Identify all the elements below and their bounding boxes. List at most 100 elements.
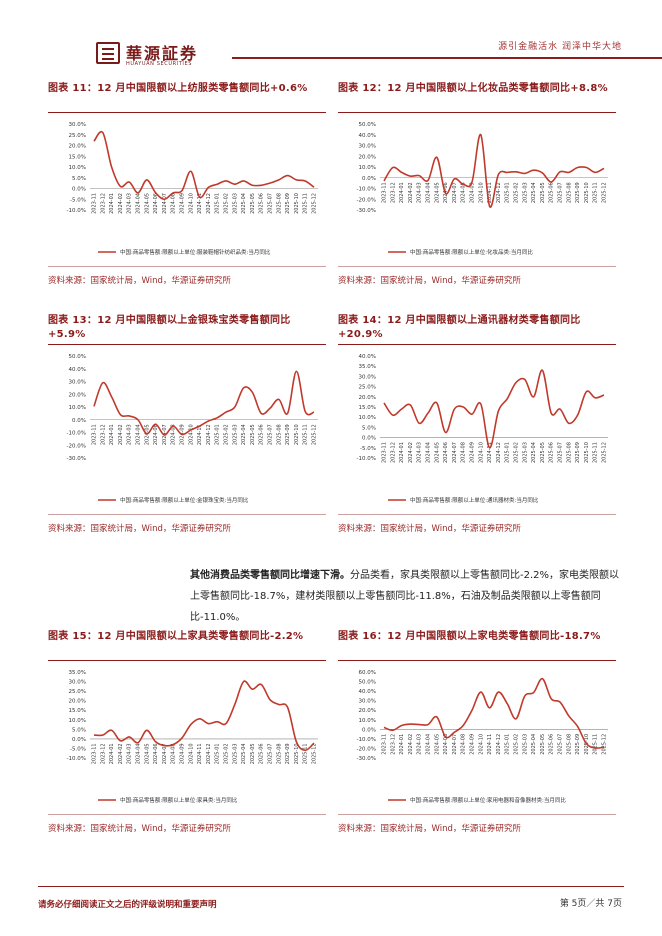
- x-tick-label: 2025-11: [303, 424, 309, 445]
- x-tick-label: 2024-07: [162, 743, 168, 764]
- x-tick-label: 2025-08: [566, 734, 572, 755]
- x-tick-label: 2024-04: [136, 743, 142, 764]
- x-tick-label: 2024-08: [461, 182, 467, 203]
- x-tick-label: 2023-11: [382, 182, 388, 203]
- x-tick-label: 2024-05: [434, 182, 440, 203]
- x-tick-label: 2024-08: [461, 442, 467, 463]
- x-tick-label: 2024-06: [443, 442, 449, 463]
- x-tick-label: 2024-07: [452, 442, 458, 463]
- figure-panel-14: 图表 14：12 月中国限额以上通讯器材类零售额同比+20.9% 资料来源：国家统…: [338, 314, 616, 536]
- title-rule: [338, 112, 616, 113]
- figure-title: 图表 16：12 月中国限额以上家电类零售额同比-18.7%: [338, 631, 601, 642]
- logo-mark-icon: [96, 42, 120, 64]
- page-number: 第 5页／共 7页: [559, 899, 622, 909]
- x-tick-label: 2024-12: [496, 734, 502, 755]
- y-tick-label: 15.0%: [69, 708, 86, 714]
- x-tick-label: 2024-11: [487, 734, 493, 755]
- y-tick-label: 20.0%: [359, 708, 376, 714]
- x-tick-label: 2024-11: [197, 424, 203, 445]
- x-tick-label: 2025-04: [531, 442, 537, 463]
- y-tick-label: -10.0%: [67, 431, 86, 437]
- y-tick-label: 50.0%: [359, 680, 376, 686]
- x-tick-label: 2025-04: [241, 424, 247, 445]
- x-tick-label: 2025-12: [602, 442, 608, 463]
- x-tick-label: 2025-12: [602, 182, 608, 203]
- y-tick-label: -10.0%: [67, 208, 86, 214]
- y-tick-label: 10.0%: [69, 165, 86, 171]
- footer-divider: [38, 886, 624, 887]
- header-slogan: 源引金融活水 润泽中华大地: [498, 42, 622, 52]
- x-tick-label: 2024-02: [118, 424, 124, 445]
- x-tick-label: 2024-03: [127, 743, 133, 764]
- y-tick-label: 20.0%: [69, 699, 86, 705]
- logo-text: 華源証券: [126, 44, 199, 63]
- figure-title: 图表 13：12 月中国限额以上金银珠宝类零售额同比+5.9%: [48, 315, 291, 340]
- figure-panel-15: 图表 15：12 月中国限额以上家具类零售额同比-2.2% 资料来源：国家统计局，…: [48, 630, 326, 836]
- x-tick-label: 2025-09: [285, 743, 291, 764]
- x-tick-label: 2023-12: [100, 424, 106, 445]
- x-tick-label: 2025-06: [259, 424, 265, 445]
- x-tick-label: 2024-10: [188, 193, 194, 214]
- x-tick-label: 2023-11: [382, 734, 388, 755]
- source-rule: [48, 514, 326, 515]
- body-paragraph: 其他消费品类零售额同比增速下滑。分品类看，家具类限额以上零售额同比-2.2%，家…: [190, 565, 622, 628]
- x-tick-label: 2023-12: [390, 182, 396, 203]
- x-tick-label: 2025-01: [505, 734, 511, 755]
- x-tick-label: 2025-07: [558, 182, 564, 203]
- x-tick-label: 2025-05: [540, 442, 546, 463]
- x-tick-label: 2025-06: [549, 182, 555, 203]
- figure-title: 图表 12：12 月中国限额以上化妆品类零售额同比+8.8%: [338, 83, 608, 94]
- x-tick-label: 2024-12: [206, 743, 212, 764]
- x-tick-label: 2025-09: [575, 734, 581, 755]
- x-tick-label: 2024-05: [144, 424, 150, 445]
- figure-source: 资料来源：国家统计局，Wind，华源证券研究所: [48, 824, 231, 834]
- y-tick-label: 5.0%: [72, 176, 86, 182]
- line-chart: 50.0% 40.0% 30.0% 20.0% 10.0% 0.0% -10.0% -20.0…: [357, 122, 608, 256]
- figure-title: 图表 15：12 月中国限额以上家具类零售额同比-2.2%: [48, 631, 304, 642]
- x-tick-label: 2025-09: [285, 193, 291, 214]
- x-tick-label: 2025-10: [294, 743, 300, 764]
- legend-label: 中国:商品零售额:限额以上单位:金银珠宝类:当月同比: [120, 496, 249, 504]
- x-tick-label: 2023-11: [92, 743, 98, 764]
- x-tick-label: 2025-02: [224, 193, 230, 214]
- y-tick-label: 20.0%: [69, 392, 86, 398]
- x-tick-label: 2024-10: [188, 743, 194, 764]
- x-tick-label: 2024-07: [452, 182, 458, 203]
- x-tick-label: 2023-11: [92, 424, 98, 445]
- x-tick-label: 2025-02: [514, 734, 520, 755]
- x-tick-label: 2025-05: [540, 182, 546, 203]
- x-tick-label: 2024-02: [118, 743, 124, 764]
- y-tick-label: 40.0%: [359, 689, 376, 695]
- x-tick-label: 2024-04: [426, 442, 432, 463]
- logo-subtext: HUAYUAN SECURITIES: [126, 61, 193, 67]
- x-tick-label: 2024-12: [206, 424, 212, 445]
- x-tick-label: 2024-04: [136, 193, 142, 214]
- y-tick-label: 15.0%: [69, 154, 86, 160]
- x-tick-label: 2025-01: [215, 424, 221, 445]
- x-tick-label: 2025-09: [285, 424, 291, 445]
- x-tick-label: 2025-08: [276, 424, 282, 445]
- y-tick-label: -30.0%: [357, 208, 376, 214]
- y-tick-label: 20.0%: [359, 154, 376, 160]
- x-tick-label: 2024-08: [171, 424, 177, 445]
- y-tick-label: 30.0%: [69, 380, 86, 386]
- x-tick-label: 2024-02: [408, 734, 414, 755]
- y-tick-label: 50.0%: [69, 354, 86, 360]
- x-tick-label: 2024-06: [153, 424, 159, 445]
- y-tick-label: -10.0%: [67, 756, 86, 762]
- series-line: [93, 370, 315, 436]
- x-tick-label: 2025-08: [276, 743, 282, 764]
- series-line: [383, 677, 605, 749]
- y-tick-label: -30.0%: [357, 756, 376, 762]
- y-tick-label: 60.0%: [359, 670, 376, 676]
- line-chart: 60.0% 50.0% 40.0% 30.0% 20.0% 10.0% 0.0% -10.0%…: [357, 670, 608, 804]
- y-tick-label: 10.0%: [359, 718, 376, 724]
- x-tick-label: 2024-03: [127, 193, 133, 214]
- x-tick-label: 2025-04: [241, 743, 247, 764]
- x-tick-label: 2025-10: [294, 424, 300, 445]
- y-tick-label: 50.0%: [359, 122, 376, 128]
- y-tick-label: 0.0%: [362, 176, 376, 182]
- figure-panel-11: 图表 11：12 月中国限额以上纺服类零售额同比+0.6% 资料来源：国家统计局，…: [48, 82, 326, 288]
- y-tick-label: 20.0%: [359, 395, 376, 401]
- x-tick-label: 2025-05: [250, 424, 256, 445]
